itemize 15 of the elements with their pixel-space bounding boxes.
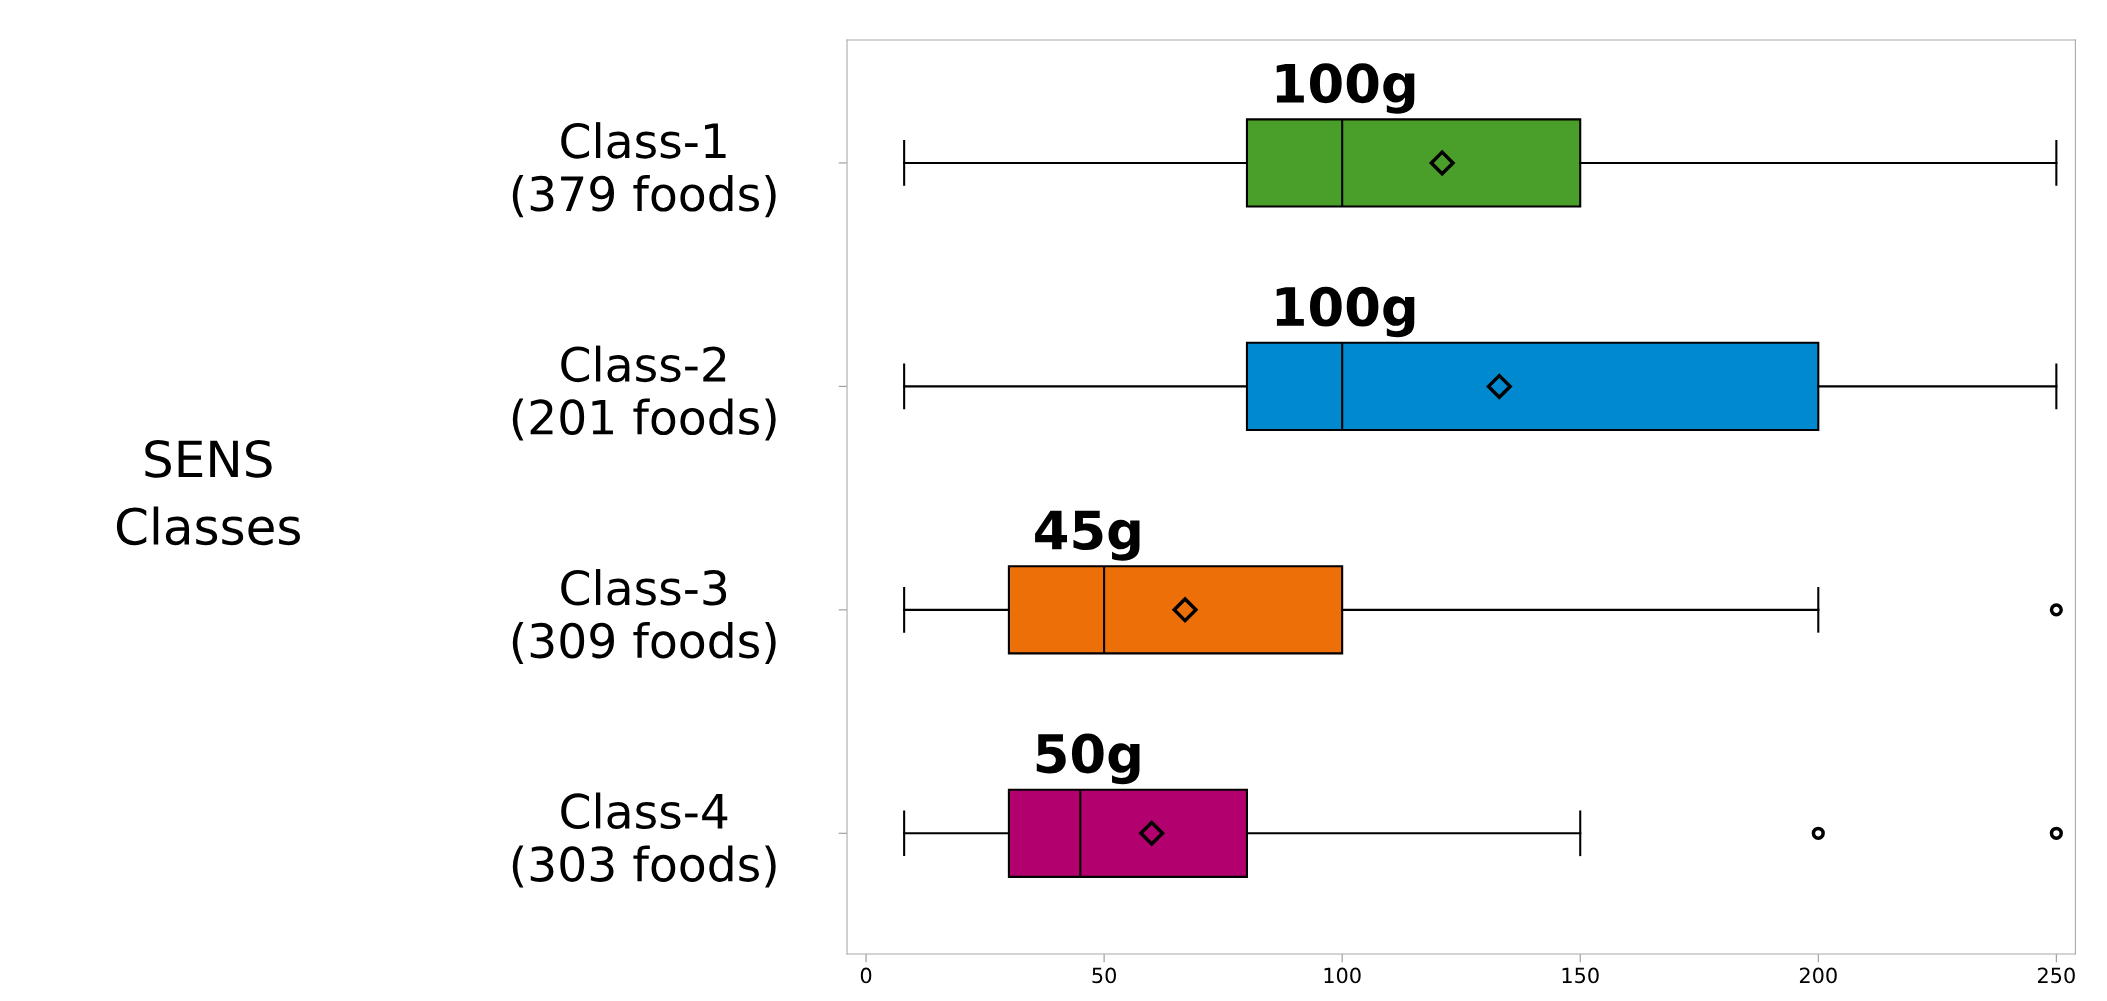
- x-tick-label: 200: [1799, 967, 1837, 984]
- annotation: 50g: [1036, 733, 1140, 785]
- annotation: 45g: [1035, 510, 1140, 561]
- x-tick-label: 50: [1092, 967, 1116, 984]
- y-tick-label: Class-2 (201 foods): [512, 345, 776, 441]
- x-tick-label: 150: [1562, 967, 1599, 984]
- x-tick-label: 250: [2037, 967, 2075, 984]
- y-tick-label: Class-3 (309 foods): [512, 569, 776, 665]
- y-axis-title: SENS Classes: [116, 439, 300, 546]
- y-tick-label: Class-4 (303 foods): [512, 792, 776, 888]
- x-tick-label: 100: [1324, 967, 1361, 984]
- annotation: 100g: [1276, 286, 1415, 338]
- x-tick-label: 0: [860, 967, 872, 984]
- annotation: 100g: [1276, 63, 1415, 114]
- y-tick-label: Class-1 (379 foods): [512, 122, 776, 218]
